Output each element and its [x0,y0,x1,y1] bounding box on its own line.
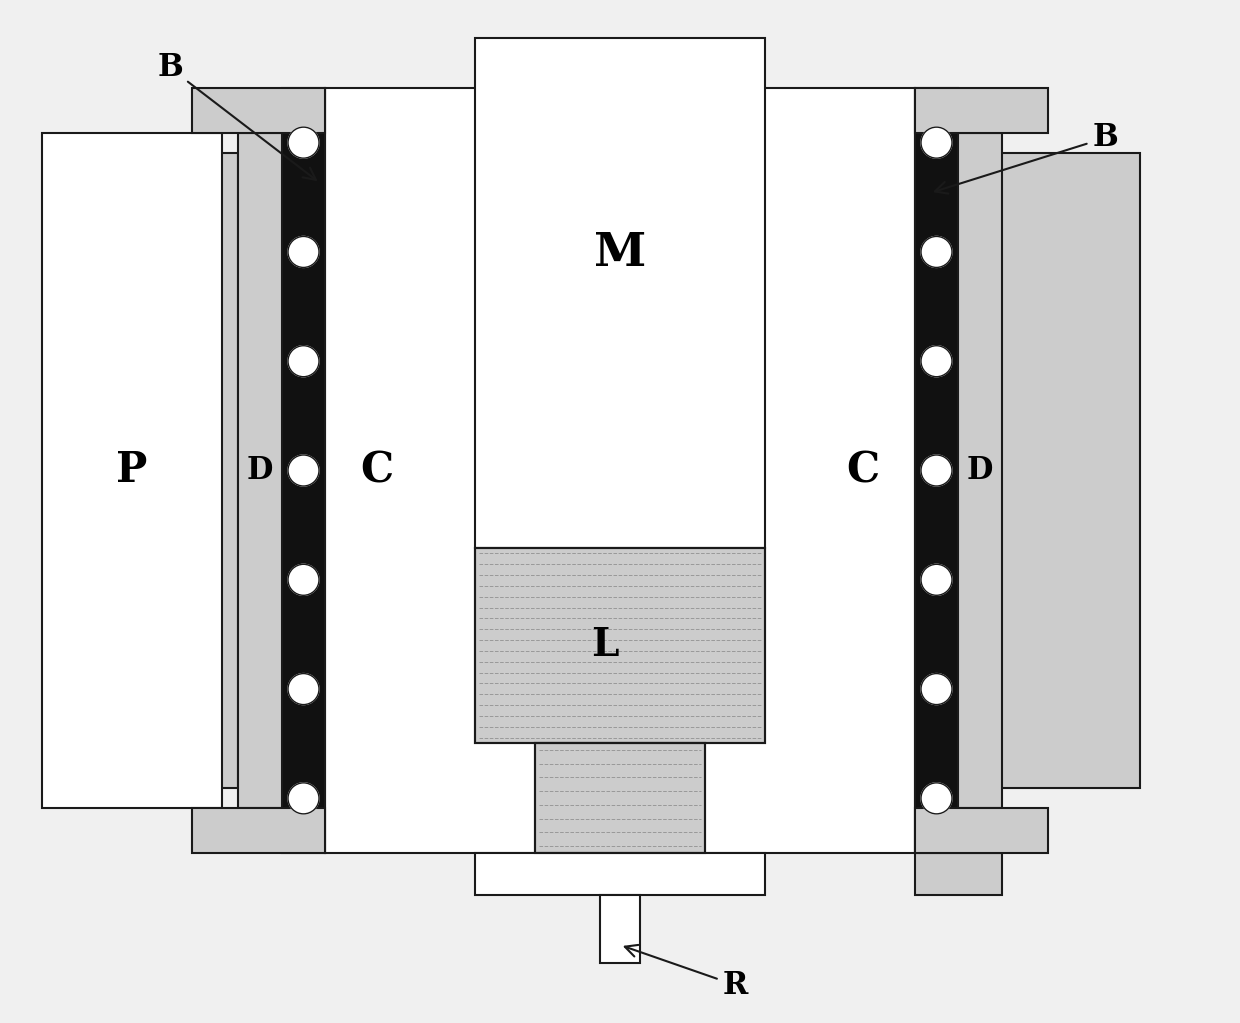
Bar [655,88,915,853]
Bar [325,88,585,853]
Circle shape [288,673,319,705]
Bar [192,808,325,853]
Bar [42,133,222,808]
Circle shape [921,236,952,267]
Bar [475,38,765,548]
Text: C: C [361,449,393,491]
Circle shape [288,565,319,595]
Circle shape [288,455,319,486]
Text: D: D [247,455,273,486]
Bar [534,743,706,853]
Bar [915,88,1048,133]
Bar [475,548,765,743]
Bar [281,88,325,853]
Bar [534,743,706,853]
Text: P: P [117,449,148,491]
Bar [959,153,1140,788]
Bar [475,853,765,895]
Circle shape [288,236,319,267]
Circle shape [921,673,952,705]
Circle shape [288,783,319,814]
Text: R: R [625,945,748,1000]
Text: D: D [967,455,993,486]
Circle shape [921,455,952,486]
Bar [600,895,640,963]
Circle shape [921,346,952,376]
Circle shape [921,127,952,159]
Bar [238,133,281,808]
Circle shape [288,127,319,159]
Circle shape [921,783,952,814]
Text: M: M [594,230,646,276]
Bar [58,153,238,788]
Bar [959,133,1002,808]
Bar [475,548,765,743]
Text: B: B [935,123,1118,193]
Bar [915,88,959,853]
Bar [192,88,325,133]
Text: L: L [591,626,619,665]
Bar [915,853,1002,895]
Circle shape [921,565,952,595]
Bar [915,808,1048,853]
Circle shape [288,346,319,376]
Text: B: B [157,52,316,180]
Text: C: C [847,449,879,491]
